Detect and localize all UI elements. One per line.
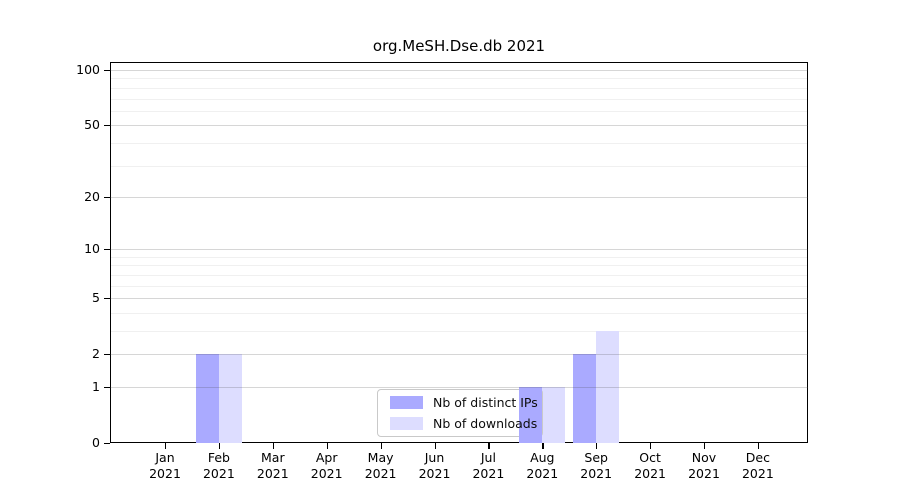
x-tick-mark [326,443,328,449]
x-tick-label: May 2021 [364,450,397,481]
gridline-minor [110,331,808,332]
x-tick-mark [380,443,382,449]
bar-distinct-ips [195,354,219,443]
y-tick-mark [104,387,110,389]
y-tick-label: 10 [84,241,100,257]
y-tick-label: 5 [92,290,100,306]
legend-label: Nb of distinct IPs [433,395,538,410]
x-tick-label: Apr 2021 [310,450,343,481]
x-tick-mark [704,443,706,449]
y-tick-mark [104,70,110,72]
bar-downloads [218,354,242,443]
y-tick-mark [104,249,110,251]
legend-swatch [390,396,423,409]
bar-downloads [542,387,566,443]
y-tick-label: 50 [84,117,100,133]
x-tick-mark [542,443,544,449]
gridline-major [110,298,808,300]
legend-swatch [390,417,423,430]
gridline-major [110,249,808,251]
gridline-major [110,125,808,127]
bar-distinct-ips [573,354,597,443]
x-tick-mark [218,443,221,449]
gridline-minor [110,78,808,80]
x-tick-mark [488,443,490,449]
y-tick-mark [104,298,110,300]
gridline-minor [110,274,808,276]
chart-title: org.MeSH.Dse.db 2021 [372,37,546,55]
gridline-minor [110,165,808,167]
gridline-minor [110,312,808,314]
x-tick-label: Sep 2021 [580,450,613,481]
y-tick-label: 100 [76,62,100,77]
x-tick-label: Oct 2021 [634,450,666,481]
y-tick-label: 1 [92,379,100,394]
y-tick-label: 20 [84,188,100,204]
x-tick-label: Mar 2021 [256,450,289,481]
x-tick-label: Aug 2021 [526,450,559,481]
x-tick-label: Jul 2021 [472,450,505,481]
gridline-minor [110,265,808,267]
x-tick-mark [650,443,652,449]
legend-item: Nb of downloads [390,415,543,432]
x-tick-mark [757,443,760,449]
gridline-minor [110,256,808,258]
gridline-major [110,354,808,356]
y-tick-label: 0 [92,435,100,450]
x-tick-label: Feb 2021 [202,450,235,481]
legend-item: Nb of distinct IPs [390,394,543,411]
x-tick-mark [165,443,167,449]
y-tick-mark [104,354,110,356]
y-tick-label: 2 [92,346,100,362]
x-tick-label: Nov 2021 [688,450,720,481]
gridline-major [110,196,808,198]
y-tick-mark [104,443,110,445]
bar-downloads [596,331,620,443]
gridline-major [110,387,808,388]
x-tick-mark [434,443,436,449]
gridline-minor [110,98,808,100]
x-tick-mark [272,443,275,449]
gridline-minor [110,110,808,112]
gridline-minor [110,142,808,144]
legend: Nb of distinct IPs Nb of downloads [377,389,543,437]
x-tick-label: Jun 2021 [418,450,451,481]
x-tick-label: Jan 2021 [149,450,181,481]
legend-label: Nb of downloads [433,416,538,431]
gridline-minor [110,87,808,89]
x-tick-mark [596,443,598,449]
gridline-minor [110,285,808,287]
x-tick-label: Dec 2021 [741,450,774,481]
y-tick-mark [104,125,110,127]
bar-distinct-ips [519,387,543,443]
gridline-major [110,70,808,71]
y-tick-mark [104,196,110,199]
